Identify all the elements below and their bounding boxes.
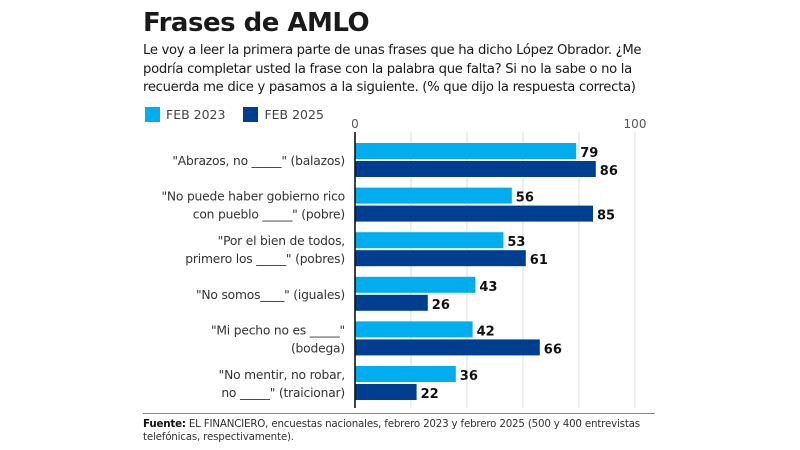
category-label: "Por el bien de todos,	[218, 234, 345, 248]
x-tick-label: 100	[624, 117, 647, 131]
bar	[355, 294, 428, 311]
bar	[355, 161, 596, 177]
legend-label-2025: FEB 2025	[264, 107, 324, 122]
chart-subtitle: Le voy a leer la primera parte de unas f…	[143, 43, 642, 95]
category-label: (bodega)	[291, 341, 345, 355]
data-label: 66	[544, 342, 562, 357]
source-note: Fuente: EL FINANCIERO, encuestas naciona…	[143, 418, 663, 444]
bar	[355, 366, 456, 382]
legend-swatch-2023	[145, 107, 160, 122]
legend-swatch-2025	[243, 107, 259, 122]
category-label: "No somos____" (iguales)	[196, 288, 345, 302]
x-tick-label: 0	[351, 117, 359, 131]
chart-title: Frases de AMLO	[143, 8, 370, 38]
data-label: 85	[597, 209, 615, 224]
data-label: 43	[479, 280, 497, 295]
category-label: "Mi pecho no es _____"	[211, 323, 345, 337]
bar	[355, 205, 593, 222]
data-label: 42	[477, 324, 495, 339]
data-label: 79	[580, 146, 598, 161]
legend: FEB 2023 FEB 2025	[145, 107, 342, 122]
source-label: Fuente:	[143, 418, 186, 430]
category-label: no _____" (traicionar)	[221, 386, 345, 400]
source-text: EL FINANCIERO, encuestas nacionales, feb…	[143, 418, 640, 443]
bar	[355, 276, 476, 293]
category-label: con pueblo _____" (pobre)	[193, 208, 345, 222]
bar	[355, 321, 473, 338]
data-label: 61	[530, 253, 548, 268]
data-label: 53	[507, 235, 525, 250]
legend-label-2023: FEB 2023	[166, 107, 226, 122]
data-label: 22	[421, 387, 439, 402]
category-label: "No mentir, no robar,	[219, 368, 345, 382]
legend-item-2025: FEB 2025	[243, 107, 324, 122]
category-label: "Abrazos, no _____" (balazos)	[172, 154, 345, 168]
category-label: primero los _____" (pobres)	[185, 252, 345, 266]
category-label: "No puede haber gobierno rico	[161, 190, 345, 204]
bar	[355, 384, 417, 400]
bar	[355, 339, 540, 356]
bar	[355, 143, 577, 159]
data-label: 36	[460, 369, 478, 384]
footer-separator	[143, 413, 655, 414]
bar	[355, 187, 512, 204]
bar	[355, 232, 504, 249]
data-label: 56	[516, 191, 534, 206]
bar	[355, 250, 526, 267]
data-label: 26	[432, 298, 450, 313]
legend-item-2023: FEB 2023	[145, 107, 225, 122]
data-label: 86	[600, 164, 618, 179]
